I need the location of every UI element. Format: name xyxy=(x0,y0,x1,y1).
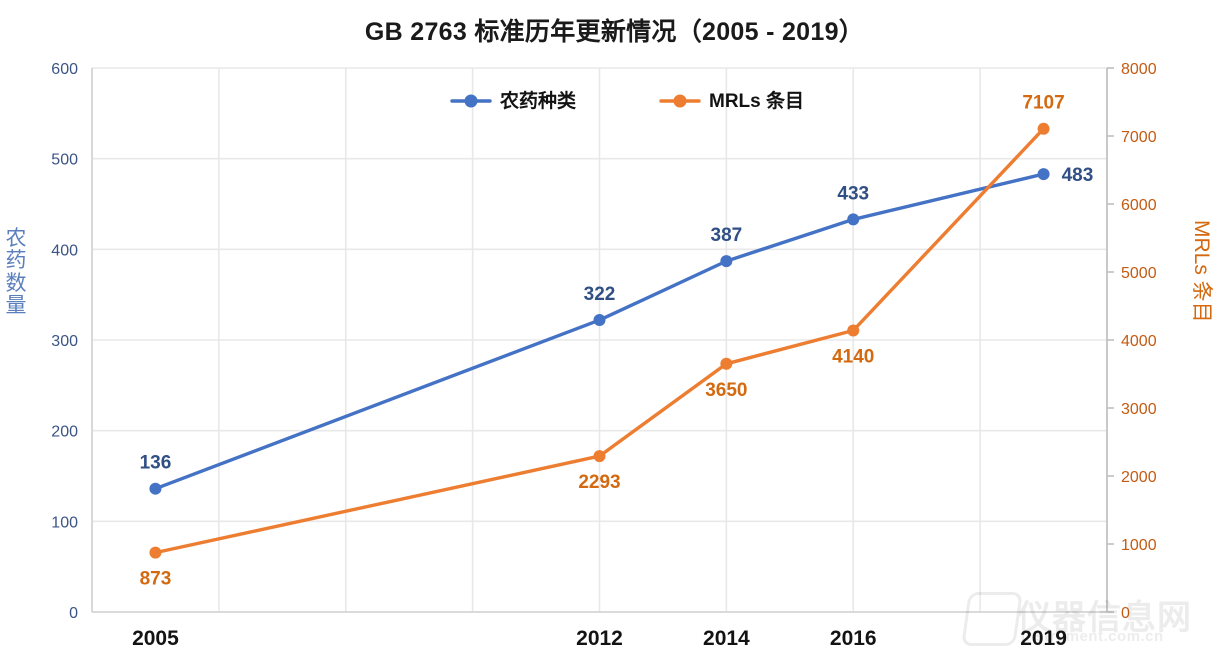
data-point-labels: 136 322 387 433 483 873 2293 3650 4140 7107 xyxy=(140,93,1094,590)
data-point-label: 7107 xyxy=(1022,93,1064,114)
data-point-label: 483 xyxy=(1062,165,1094,186)
data-point-marker[interactable] xyxy=(720,255,733,268)
right-axis-tick-label: 6000 xyxy=(1121,197,1157,214)
data-point-label: 387 xyxy=(711,225,743,246)
right-axis-tick-label: 3000 xyxy=(1121,401,1157,418)
left-axis-tick-label: 600 xyxy=(51,61,78,78)
right-axis-tick-label: 4000 xyxy=(1121,333,1157,350)
x-axis-category-labels: 2005 2012 2014 2016 2019 xyxy=(132,627,1067,650)
data-point-label: 2293 xyxy=(578,472,620,493)
x-axis-category-label: 2019 xyxy=(1020,627,1067,650)
data-point-marker[interactable] xyxy=(593,314,606,327)
data-point-marker[interactable] xyxy=(593,450,606,463)
gridlines xyxy=(91,67,1108,613)
data-point-marker[interactable] xyxy=(149,482,162,495)
data-point-marker[interactable] xyxy=(1037,168,1050,181)
chart-legend: 农药种类 MRLs 条目 xyxy=(450,89,804,112)
left-axis-title-char: 量 xyxy=(5,293,27,317)
legend-label[interactable]: 农药种类 xyxy=(499,89,576,112)
legend-marker-icon xyxy=(464,94,478,108)
chart-title: GB 2763 标准历年更新情况（2005 - 2019） xyxy=(364,18,865,46)
x-axis-category-label: 2016 xyxy=(830,627,877,650)
left-axis-tick-label: 300 xyxy=(51,333,78,350)
right-axis-tick-label: 8000 xyxy=(1121,61,1157,78)
right-axis-tick-label: 0 xyxy=(1121,605,1130,622)
legend-label[interactable]: MRLs 条目 xyxy=(709,89,804,112)
left-axis-title-char: 药 xyxy=(5,249,27,273)
left-axis-title-char: 数 xyxy=(5,271,27,295)
data-point-marker[interactable] xyxy=(1037,122,1050,135)
left-axis-tick-label: 400 xyxy=(51,242,78,259)
left-axis-tick-label: 500 xyxy=(51,152,78,169)
data-point-label: 433 xyxy=(837,183,869,204)
right-axis-tick-label: 1000 xyxy=(1121,537,1157,554)
data-point-label: 873 xyxy=(140,569,172,590)
left-axis-title: 农药数量 xyxy=(2,227,30,317)
left-axis-tick-label: 100 xyxy=(51,514,78,531)
x-axis-category-label: 2012 xyxy=(576,627,623,650)
left-axis-title-char: 农 xyxy=(5,227,27,250)
legend-marker-icon xyxy=(673,94,687,108)
left-axis-tick-label: 200 xyxy=(51,424,78,441)
data-point-marker[interactable] xyxy=(847,324,860,337)
right-axis-tick-label: 7000 xyxy=(1121,129,1157,146)
right-axis-ticks: 0 1000 2000 3000 4000 5000 6000 7000 8000 xyxy=(1107,61,1157,622)
x-axis-category-label: 2014 xyxy=(703,627,750,650)
data-point-marker[interactable] xyxy=(847,213,860,226)
data-point-marker[interactable] xyxy=(149,546,162,559)
data-point-label: 136 xyxy=(140,453,172,474)
left-axis-ticks: 0 100 200 300 400 500 600 xyxy=(51,61,78,622)
right-axis-tick-label: 5000 xyxy=(1121,265,1157,282)
data-point-label: 3650 xyxy=(705,380,747,401)
left-axis-tick-label: 0 xyxy=(69,605,78,622)
data-point-marker[interactable] xyxy=(720,357,733,370)
data-point-label: 4140 xyxy=(832,346,874,367)
x-axis-category-label: 2005 xyxy=(132,627,179,650)
right-axis-tick-label: 2000 xyxy=(1121,469,1157,486)
data-series xyxy=(149,122,1050,559)
data-point-label: 322 xyxy=(584,284,616,305)
